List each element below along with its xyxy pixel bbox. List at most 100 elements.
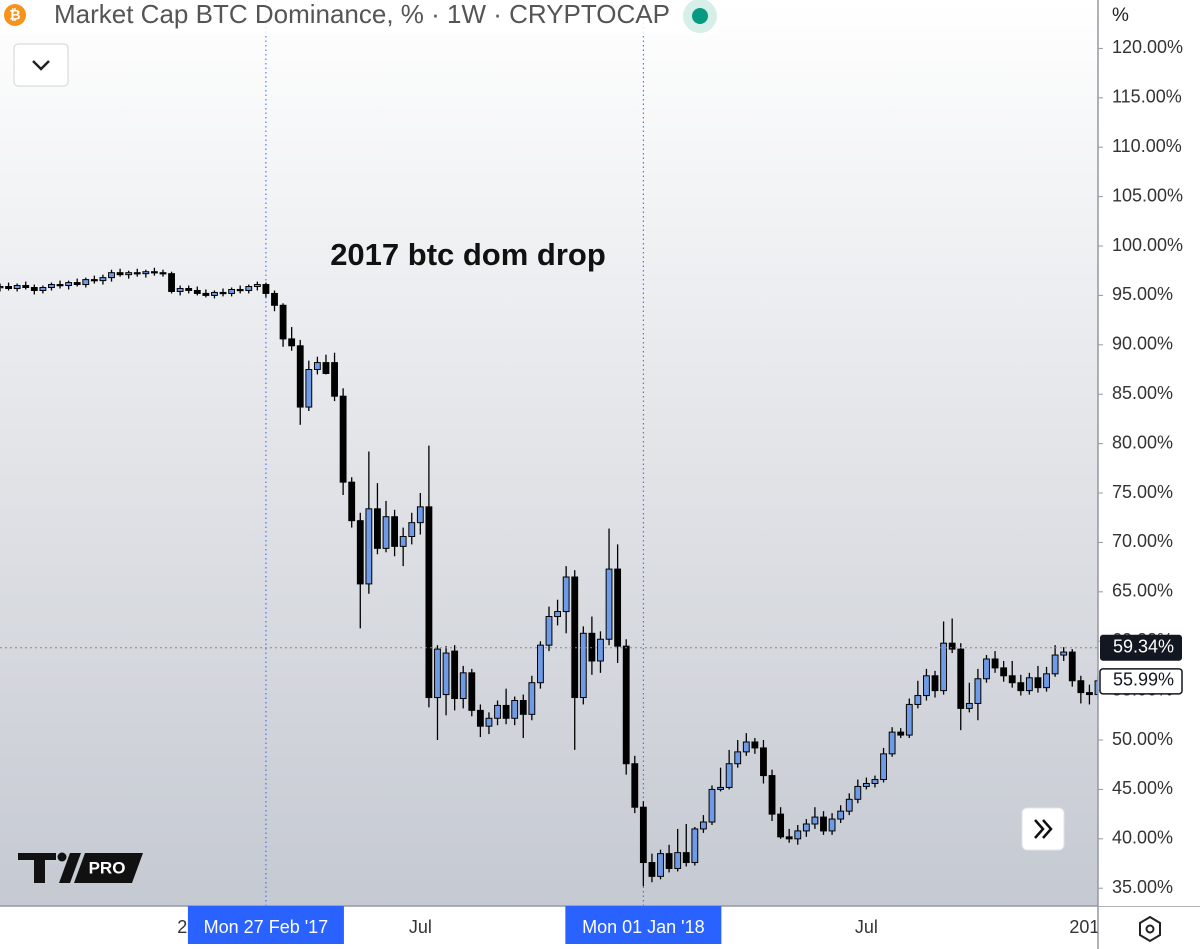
candle-body: [1077, 680, 1085, 694]
candle-body: [150, 271, 158, 274]
candle-body: [519, 699, 527, 715]
candle-body: [502, 704, 510, 719]
candle-body: [1000, 667, 1008, 677]
candle-body: [0, 286, 4, 289]
candle-body: [185, 287, 193, 291]
candle-body: [897, 731, 905, 736]
candle-body: [1060, 651, 1068, 656]
y-tick-label: 65.00%: [1112, 581, 1173, 601]
candle-body: [631, 763, 639, 808]
candle-body: [159, 272, 167, 275]
candle-body: [253, 284, 261, 288]
candle-body: [948, 642, 956, 650]
bitcoin-glyph: ₿: [9, 7, 20, 23]
candle-body: [382, 516, 390, 549]
candle-body: [802, 823, 810, 832]
candle-body: [288, 338, 296, 347]
candle-body: [133, 272, 141, 275]
candle-body: [356, 520, 364, 585]
candle-body: [168, 273, 175, 292]
double-chevron-icon: [1034, 819, 1053, 839]
y-tick-label: 95.00%: [1112, 284, 1173, 304]
candle-body: [785, 836, 793, 840]
candle-body: [888, 731, 896, 755]
candle-body: [262, 284, 270, 294]
candle-body: [940, 642, 948, 692]
candle-body: [476, 709, 484, 727]
candle-body: [65, 282, 73, 287]
axis-unit: %: [1112, 5, 1129, 26]
y-tick-label: 35.00%: [1112, 877, 1173, 897]
candle-body: [391, 516, 399, 547]
candle-body: [862, 782, 870, 787]
candle-body: [434, 648, 441, 699]
bitcoin-icon: [4, 4, 26, 26]
candle-body: [1051, 654, 1059, 675]
candle-body: [313, 362, 321, 371]
candle-body: [1008, 675, 1016, 684]
candle-body: [48, 284, 55, 289]
candle-body: [914, 695, 922, 705]
candle-body: [494, 704, 501, 719]
candle-body: [245, 286, 253, 291]
candle-body: [416, 506, 424, 524]
candle-body: [374, 508, 381, 549]
candle-body: [511, 699, 519, 719]
candle-body: [1068, 651, 1076, 682]
logo-badge: [74, 853, 143, 883]
candle-body: [725, 763, 733, 788]
candle-body: [408, 522, 416, 537]
candle-body: [828, 818, 836, 832]
logo-t: [18, 853, 56, 883]
candle-body: [622, 645, 630, 765]
y-tick-label: 90.00%: [1112, 334, 1173, 354]
y-tick-label: 45.00%: [1112, 778, 1173, 798]
last-price-label-bg: [1099, 668, 1183, 695]
candle-body: [459, 672, 467, 700]
y-tick-label: 120.00%: [1112, 37, 1183, 57]
candle-body: [451, 650, 459, 700]
candle-body: [82, 279, 90, 286]
candle-body: [545, 616, 553, 646]
candle-body: [108, 272, 115, 279]
crosshair-label-bg: [1100, 634, 1182, 661]
candle-body: [90, 279, 98, 282]
candle-body: [39, 287, 47, 291]
candle-body: [211, 291, 218, 296]
highlight-label: Mon 01 Jan '18: [582, 917, 705, 937]
candle-body: [597, 638, 604, 662]
candle-body: [1043, 673, 1050, 689]
candle-body: [777, 813, 785, 838]
x-tick-label: Jul: [855, 917, 878, 937]
candle-body: [554, 611, 561, 618]
candle-body: [279, 304, 287, 340]
y-tick-label: 75.00%: [1112, 482, 1173, 502]
candle-body: [331, 362, 338, 397]
highlight-label-bg: [565, 906, 722, 944]
candle-body: [193, 289, 201, 294]
logo-slash: [59, 853, 81, 883]
candle-body: [22, 285, 30, 289]
candle-body: [588, 632, 596, 662]
candle-body: [1086, 692, 1093, 696]
logo-dot: [57, 852, 67, 862]
candle-body: [657, 853, 664, 877]
candle-body: [648, 862, 656, 877]
candle-body: [639, 806, 647, 864]
candle-body: [5, 286, 12, 289]
candle-body: [751, 741, 759, 749]
candle-body: [579, 632, 587, 699]
candle-body: [691, 828, 699, 864]
plot-area: [0, 0, 1098, 906]
candle-body: [880, 753, 887, 781]
candle-body: [236, 288, 244, 292]
candle-body: [485, 717, 493, 727]
candle-body: [13, 285, 21, 289]
candle-body: [768, 775, 776, 815]
candle-body: [528, 682, 536, 715]
settings-icon[interactable]: [1139, 915, 1161, 943]
collapse-button[interactable]: [13, 43, 69, 87]
candle-body: [99, 277, 107, 282]
header-bg: [0, 0, 720, 34]
